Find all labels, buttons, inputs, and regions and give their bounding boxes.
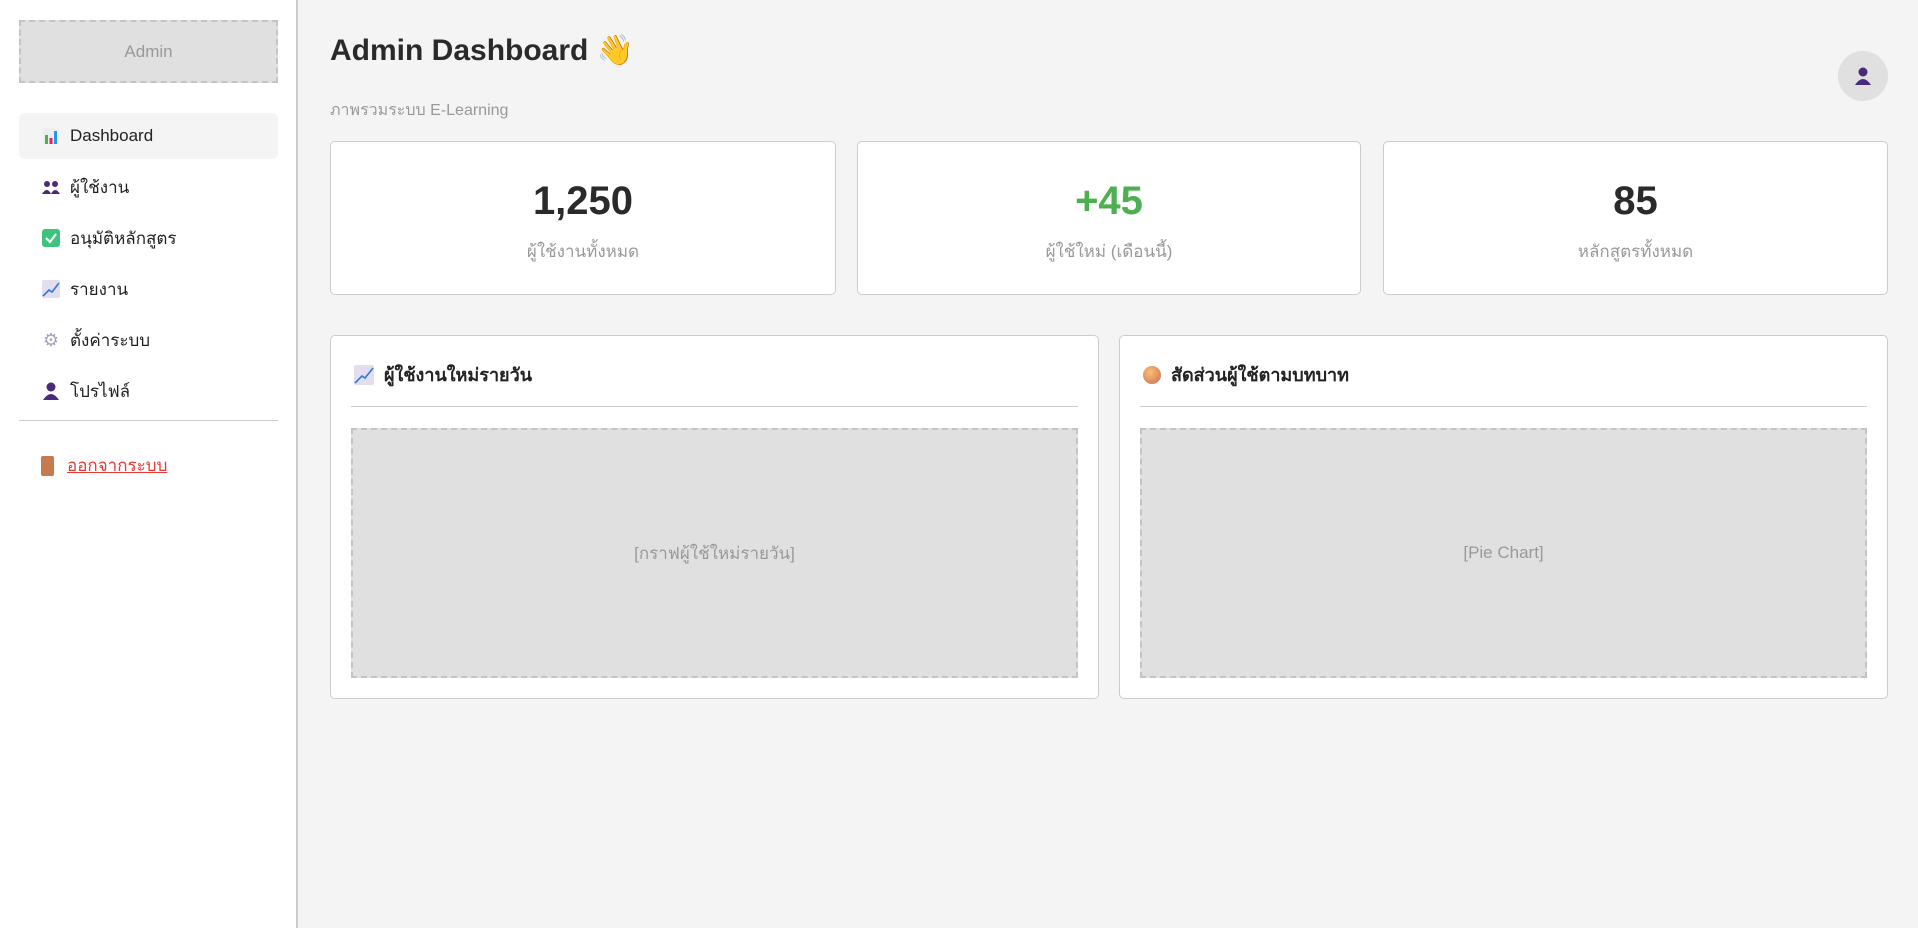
panel-title-text: ผู้ใช้งานใหม่รายวัน xyxy=(384,365,533,385)
sidebar-item-reports[interactable]: รายงาน xyxy=(19,266,278,312)
sidebar-item-label: โปรไฟล์ xyxy=(70,381,131,401)
users-icon xyxy=(41,177,61,197)
user-icon xyxy=(1855,67,1871,85)
user-role-ratio-panel: สัดส่วนผู้ใช้ตามบทบาท [Pie Chart] xyxy=(1119,335,1888,699)
stat-label: ผู้ใช้ใหม่ (เดือนนี้) xyxy=(1045,242,1173,261)
logo-placeholder: Admin xyxy=(19,20,278,83)
sidebar-item-approve-courses[interactable]: อนุมัติหลักสูตร xyxy=(19,215,278,261)
panel-title: ผู้ใช้งานใหม่รายวัน xyxy=(354,360,532,389)
trend-chart-icon xyxy=(41,279,61,299)
check-icon xyxy=(41,228,61,248)
stat-card-new-users: +45 ผู้ใช้ใหม่ (เดือนนี้) xyxy=(857,141,1361,295)
sidebar-nav: Dashboard ผู้ใช้งาน อนุมัติหลักสูตร รายง… xyxy=(19,113,278,419)
door-icon xyxy=(41,455,54,476)
sidebar-item-label: รายงาน xyxy=(70,279,129,299)
chart-placeholder: [กราฟผู้ใช้ใหม่รายวัน] xyxy=(351,428,1078,678)
daily-new-users-panel: ผู้ใช้งานใหม่รายวัน [กราฟผู้ใช้ใหม่รายวั… xyxy=(330,335,1099,699)
sidebar-item-label: ผู้ใช้งาน xyxy=(70,177,130,197)
stat-card-total-users: 1,250 ผู้ใช้งานทั้งหมด xyxy=(330,141,836,295)
page-title-text: Admin Dashboard xyxy=(330,34,589,67)
sidebar: Admin Dashboard ผู้ใช้งาน อนุมัติหลักสูต… xyxy=(0,0,298,928)
sidebar-item-settings[interactable]: ⚙ ตั้งค่าระบบ xyxy=(19,317,278,363)
panel-title: สัดส่วนผู้ใช้ตามบทบาท xyxy=(1143,360,1349,389)
user-icon xyxy=(41,381,61,401)
logout-label: ออกจากระบบ xyxy=(67,456,168,475)
logout-link[interactable]: ออกจากระบบ xyxy=(39,452,167,479)
chart-placeholder: [Pie Chart] xyxy=(1140,428,1867,678)
panel-divider xyxy=(351,406,1078,407)
stat-value: +45 xyxy=(1075,179,1143,223)
page-title: Admin Dashboard 👋 xyxy=(330,33,634,68)
stat-value: 1,250 xyxy=(532,179,634,223)
pie-chart-icon xyxy=(1143,365,1161,384)
stat-label: หลักสูตรทั้งหมด xyxy=(1577,242,1694,261)
sidebar-item-label: อนุมัติหลักสูตร xyxy=(70,228,177,248)
waving-hand-icon: 👋 xyxy=(596,34,635,67)
stat-label: ผู้ใช้งานทั้งหมด xyxy=(526,242,640,261)
panel-title-text: สัดส่วนผู้ใช้ตามบทบาท xyxy=(1171,365,1349,385)
sidebar-item-label: ตั้งค่าระบบ xyxy=(70,330,151,350)
sidebar-item-profile[interactable]: โปรไฟล์ xyxy=(19,368,278,414)
stat-value: 85 xyxy=(1613,179,1658,223)
sidebar-item-label: Dashboard xyxy=(70,126,154,145)
sidebar-item-users[interactable]: ผู้ใช้งาน xyxy=(19,164,278,210)
bar-chart-icon xyxy=(41,126,61,146)
page-subtitle: ภาพรวมระบบ E-Learning xyxy=(330,102,509,119)
gear-icon: ⚙ xyxy=(42,329,60,350)
stat-card-total-courses: 85 หลักสูตรทั้งหมด xyxy=(1383,141,1888,295)
panel-divider xyxy=(1140,406,1867,407)
trend-chart-icon xyxy=(354,364,374,385)
sidebar-divider xyxy=(19,420,278,421)
avatar[interactable] xyxy=(1838,51,1888,101)
sidebar-item-dashboard[interactable]: Dashboard xyxy=(19,113,278,159)
